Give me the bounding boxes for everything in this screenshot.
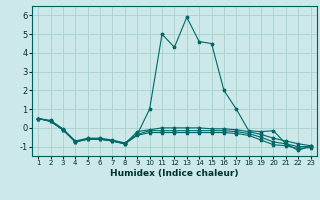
X-axis label: Humidex (Indice chaleur): Humidex (Indice chaleur): [110, 169, 239, 178]
